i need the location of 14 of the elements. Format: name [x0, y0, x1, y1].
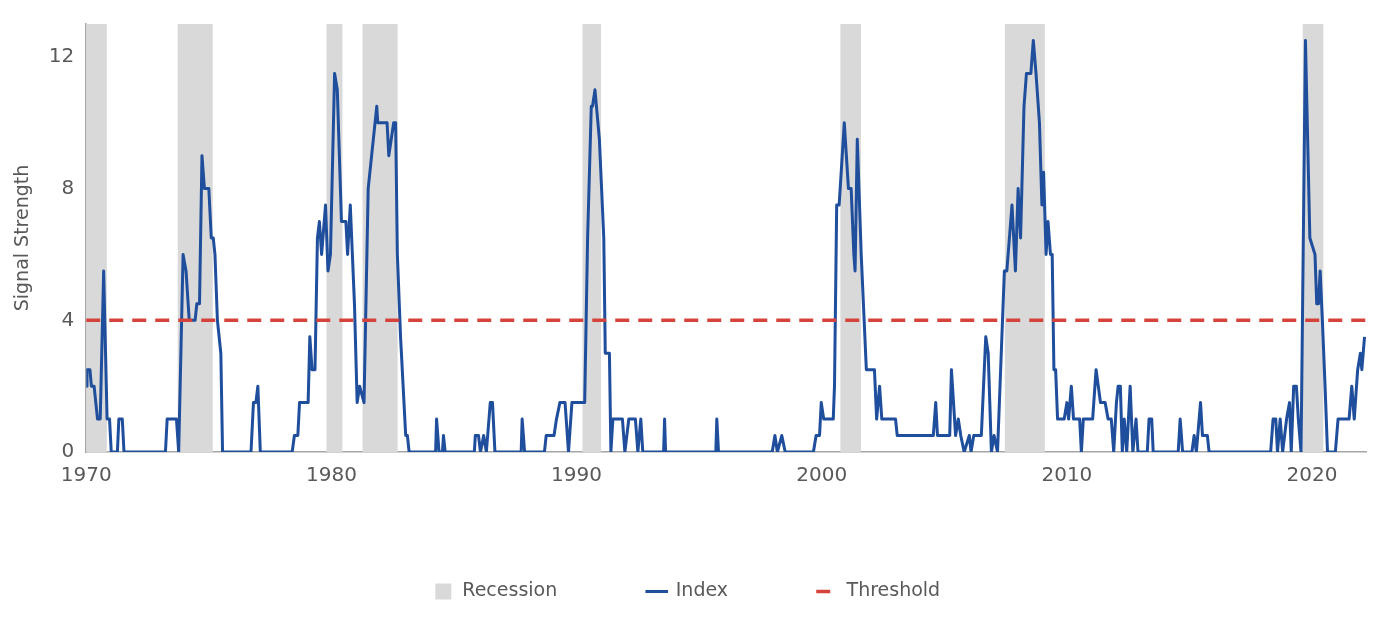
x-tick-label: 2020: [1286, 462, 1338, 487]
y-tick-label: 12: [48, 43, 75, 68]
y-tick-label: 4: [61, 306, 75, 331]
x-tick-label: 1990: [551, 462, 603, 487]
y-tick-label: 8: [61, 174, 75, 199]
y-axis-title: Signal Strength: [10, 164, 33, 312]
x-tick-label: 1970: [60, 462, 112, 487]
legend-label: Threshold: [845, 578, 941, 601]
y-tick-label: 0: [61, 438, 75, 463]
x-tick-label: 1980: [305, 462, 357, 487]
x-tick-label: 2010: [1041, 462, 1093, 487]
legend-label: Index: [675, 578, 729, 601]
x-tick-label: 2000: [796, 462, 848, 487]
legend-label: Recession: [462, 578, 558, 601]
